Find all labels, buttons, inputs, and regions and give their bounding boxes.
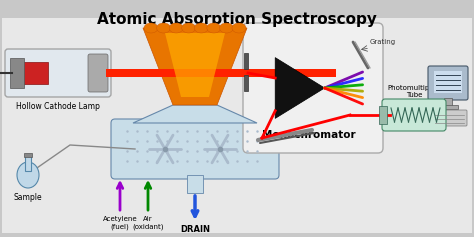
Bar — [16, 62, 48, 84]
Text: Photomultiplier
Tube: Photomultiplier Tube — [387, 85, 441, 98]
Text: DRAIN: DRAIN — [180, 225, 210, 234]
Text: Hollow Cathode Lamp: Hollow Cathode Lamp — [16, 102, 100, 111]
Polygon shape — [165, 33, 225, 97]
Bar — [106, 69, 336, 77]
Bar — [187, 175, 203, 193]
Ellipse shape — [144, 23, 158, 33]
Text: Air
(oxidant): Air (oxidant) — [132, 216, 164, 229]
Bar — [244, 53, 248, 69]
Ellipse shape — [182, 23, 196, 33]
Ellipse shape — [194, 23, 208, 33]
Text: Acetylene
(fuel): Acetylene (fuel) — [103, 216, 137, 229]
Bar — [24, 153, 32, 157]
Ellipse shape — [169, 23, 183, 33]
Bar — [434, 71, 462, 93]
Text: Grating: Grating — [370, 39, 396, 45]
Bar — [25, 155, 31, 171]
FancyBboxPatch shape — [428, 66, 468, 100]
Ellipse shape — [156, 23, 171, 33]
FancyBboxPatch shape — [5, 49, 111, 97]
Bar — [379, 106, 387, 124]
FancyBboxPatch shape — [431, 110, 467, 126]
Polygon shape — [275, 58, 325, 118]
Ellipse shape — [232, 23, 246, 33]
Bar — [10, 58, 24, 88]
FancyBboxPatch shape — [88, 54, 108, 92]
Text: Atomic Absorption Spectroscopy: Atomic Absorption Spectroscopy — [97, 12, 377, 27]
Ellipse shape — [219, 23, 233, 33]
Bar — [438, 105, 458, 109]
Bar — [244, 75, 248, 91]
Text: Monochromator: Monochromator — [262, 130, 356, 140]
FancyBboxPatch shape — [382, 99, 446, 131]
Polygon shape — [133, 105, 257, 123]
Text: Sample: Sample — [14, 193, 42, 202]
Ellipse shape — [17, 162, 39, 188]
Bar — [444, 98, 452, 106]
FancyBboxPatch shape — [111, 119, 279, 179]
FancyBboxPatch shape — [243, 23, 383, 153]
Polygon shape — [143, 28, 247, 105]
Ellipse shape — [207, 23, 221, 33]
